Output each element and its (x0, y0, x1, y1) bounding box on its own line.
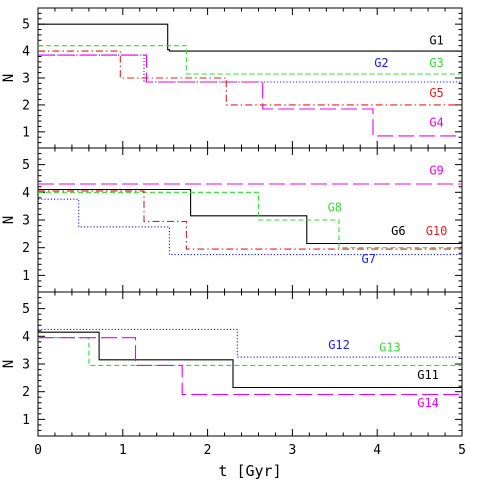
series-label-g1: G1 (429, 33, 443, 47)
y-axis-label-top: N (1, 74, 17, 82)
series-line-g10 (38, 190, 462, 250)
y-tick-label-top: 5 (22, 18, 30, 33)
series-label-g6: G6 (391, 224, 405, 238)
series-label-g8: G8 (328, 201, 342, 215)
y-axis-label-middle: N (1, 216, 17, 224)
series-line-g5 (38, 50, 462, 106)
series-line-g6 (38, 188, 462, 245)
y-tick-label-top: 4 (22, 45, 30, 60)
series-label-g13: G13 (379, 341, 401, 355)
panel-frame-middle (37, 147, 463, 293)
series-label-g10: G10 (426, 224, 448, 238)
series-label-g12: G12 (328, 338, 350, 352)
series-line-g2 (38, 54, 462, 83)
series-line-g14 (38, 337, 462, 396)
series-line-g1 (38, 23, 462, 52)
y-tick-label-middle: 4 (22, 186, 30, 201)
x-tick-label: 1 (119, 443, 127, 458)
series-line-g8 (38, 191, 462, 249)
y-tick-label-middle: 1 (22, 269, 30, 284)
y-tick-label-bottom: 5 (22, 302, 30, 317)
y-tick-label-bottom: 2 (22, 385, 30, 400)
series-label-g5: G5 (429, 86, 443, 100)
series-label-g7: G7 (361, 252, 375, 266)
series-line-g4 (38, 54, 462, 137)
x-tick-label: 2 (204, 443, 212, 458)
panel-frame-top (37, 7, 463, 149)
x-tick-label: 3 (288, 443, 296, 458)
y-tick-label-middle: 3 (22, 214, 30, 229)
series-label-g4: G4 (429, 115, 443, 129)
y-tick-label-bottom: 3 (22, 358, 30, 373)
y-tick-label-middle: 5 (22, 158, 30, 173)
y-tick-label-top: 3 (22, 72, 30, 87)
series-line-g12 (38, 328, 462, 358)
series-line-g3 (38, 45, 462, 75)
series-line-g11 (38, 331, 462, 389)
y-tick-label-top: 2 (22, 98, 30, 113)
y-tick-label-bottom: 4 (22, 330, 30, 345)
series-label-g3: G3 (429, 56, 443, 70)
y-axis-label-bottom: N (1, 360, 17, 368)
series-label-g14: G14 (417, 396, 439, 410)
x-tick-label: 0 (34, 443, 42, 458)
y-tick-label-top: 1 (22, 125, 30, 140)
series-label-g9: G9 (429, 163, 443, 177)
x-tick-label: 4 (373, 443, 381, 458)
x-tick-label: 5 (458, 443, 466, 458)
series-label-g2: G2 (374, 56, 388, 70)
x-axis-label: t [Gyr] (218, 462, 281, 480)
y-tick-label-middle: 2 (22, 241, 30, 256)
y-tick-label-bottom: 1 (22, 413, 30, 428)
panel-frame-bottom (37, 291, 463, 437)
series-label-g11: G11 (417, 368, 439, 382)
